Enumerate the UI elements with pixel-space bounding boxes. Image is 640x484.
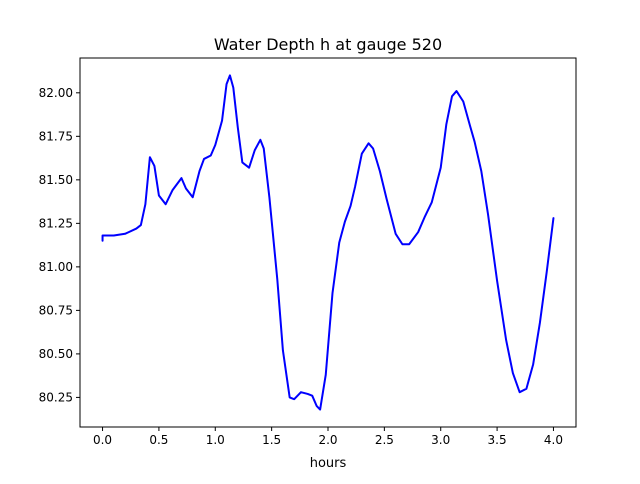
y-tick-label: 80.50 [39, 347, 73, 361]
x-tick-label: 4.0 [544, 433, 563, 447]
chart-title: Water Depth h at gauge 520 [214, 35, 442, 54]
y-tick-label: 80.25 [39, 390, 73, 404]
x-tick-label: 2.5 [375, 433, 394, 447]
x-tick-label: 0.0 [93, 433, 112, 447]
x-tick-label: 3.0 [431, 433, 450, 447]
x-axis-ticks: 0.0 0.5 1.0 1.5 2.0 2.5 3.0 3.5 4.0 [93, 427, 563, 447]
x-tick-label: 0.5 [149, 433, 168, 447]
x-tick-label: 2.0 [318, 433, 337, 447]
x-axis-label: hours [310, 456, 347, 471]
y-tick-label: 82.00 [39, 86, 73, 100]
y-tick-label: 80.75 [39, 303, 73, 317]
y-tick-label: 81.25 [39, 216, 73, 230]
series-layer [101, 74, 555, 411]
y-tick-label: 81.50 [39, 173, 73, 187]
x-tick-label: 1.5 [262, 433, 281, 447]
x-tick-label: 3.5 [488, 433, 507, 447]
plot-area [80, 58, 576, 427]
y-axis-ticks: 80.25 80.50 80.75 81.00 81.25 81.50 81.75 82.00 [39, 86, 80, 404]
plot-frame [79, 57, 577, 428]
y-tick-label: 81.00 [39, 260, 73, 274]
series-line [101, 74, 555, 411]
y-tick-label: 81.75 [39, 129, 73, 143]
x-tick-label: 1.0 [206, 433, 225, 447]
